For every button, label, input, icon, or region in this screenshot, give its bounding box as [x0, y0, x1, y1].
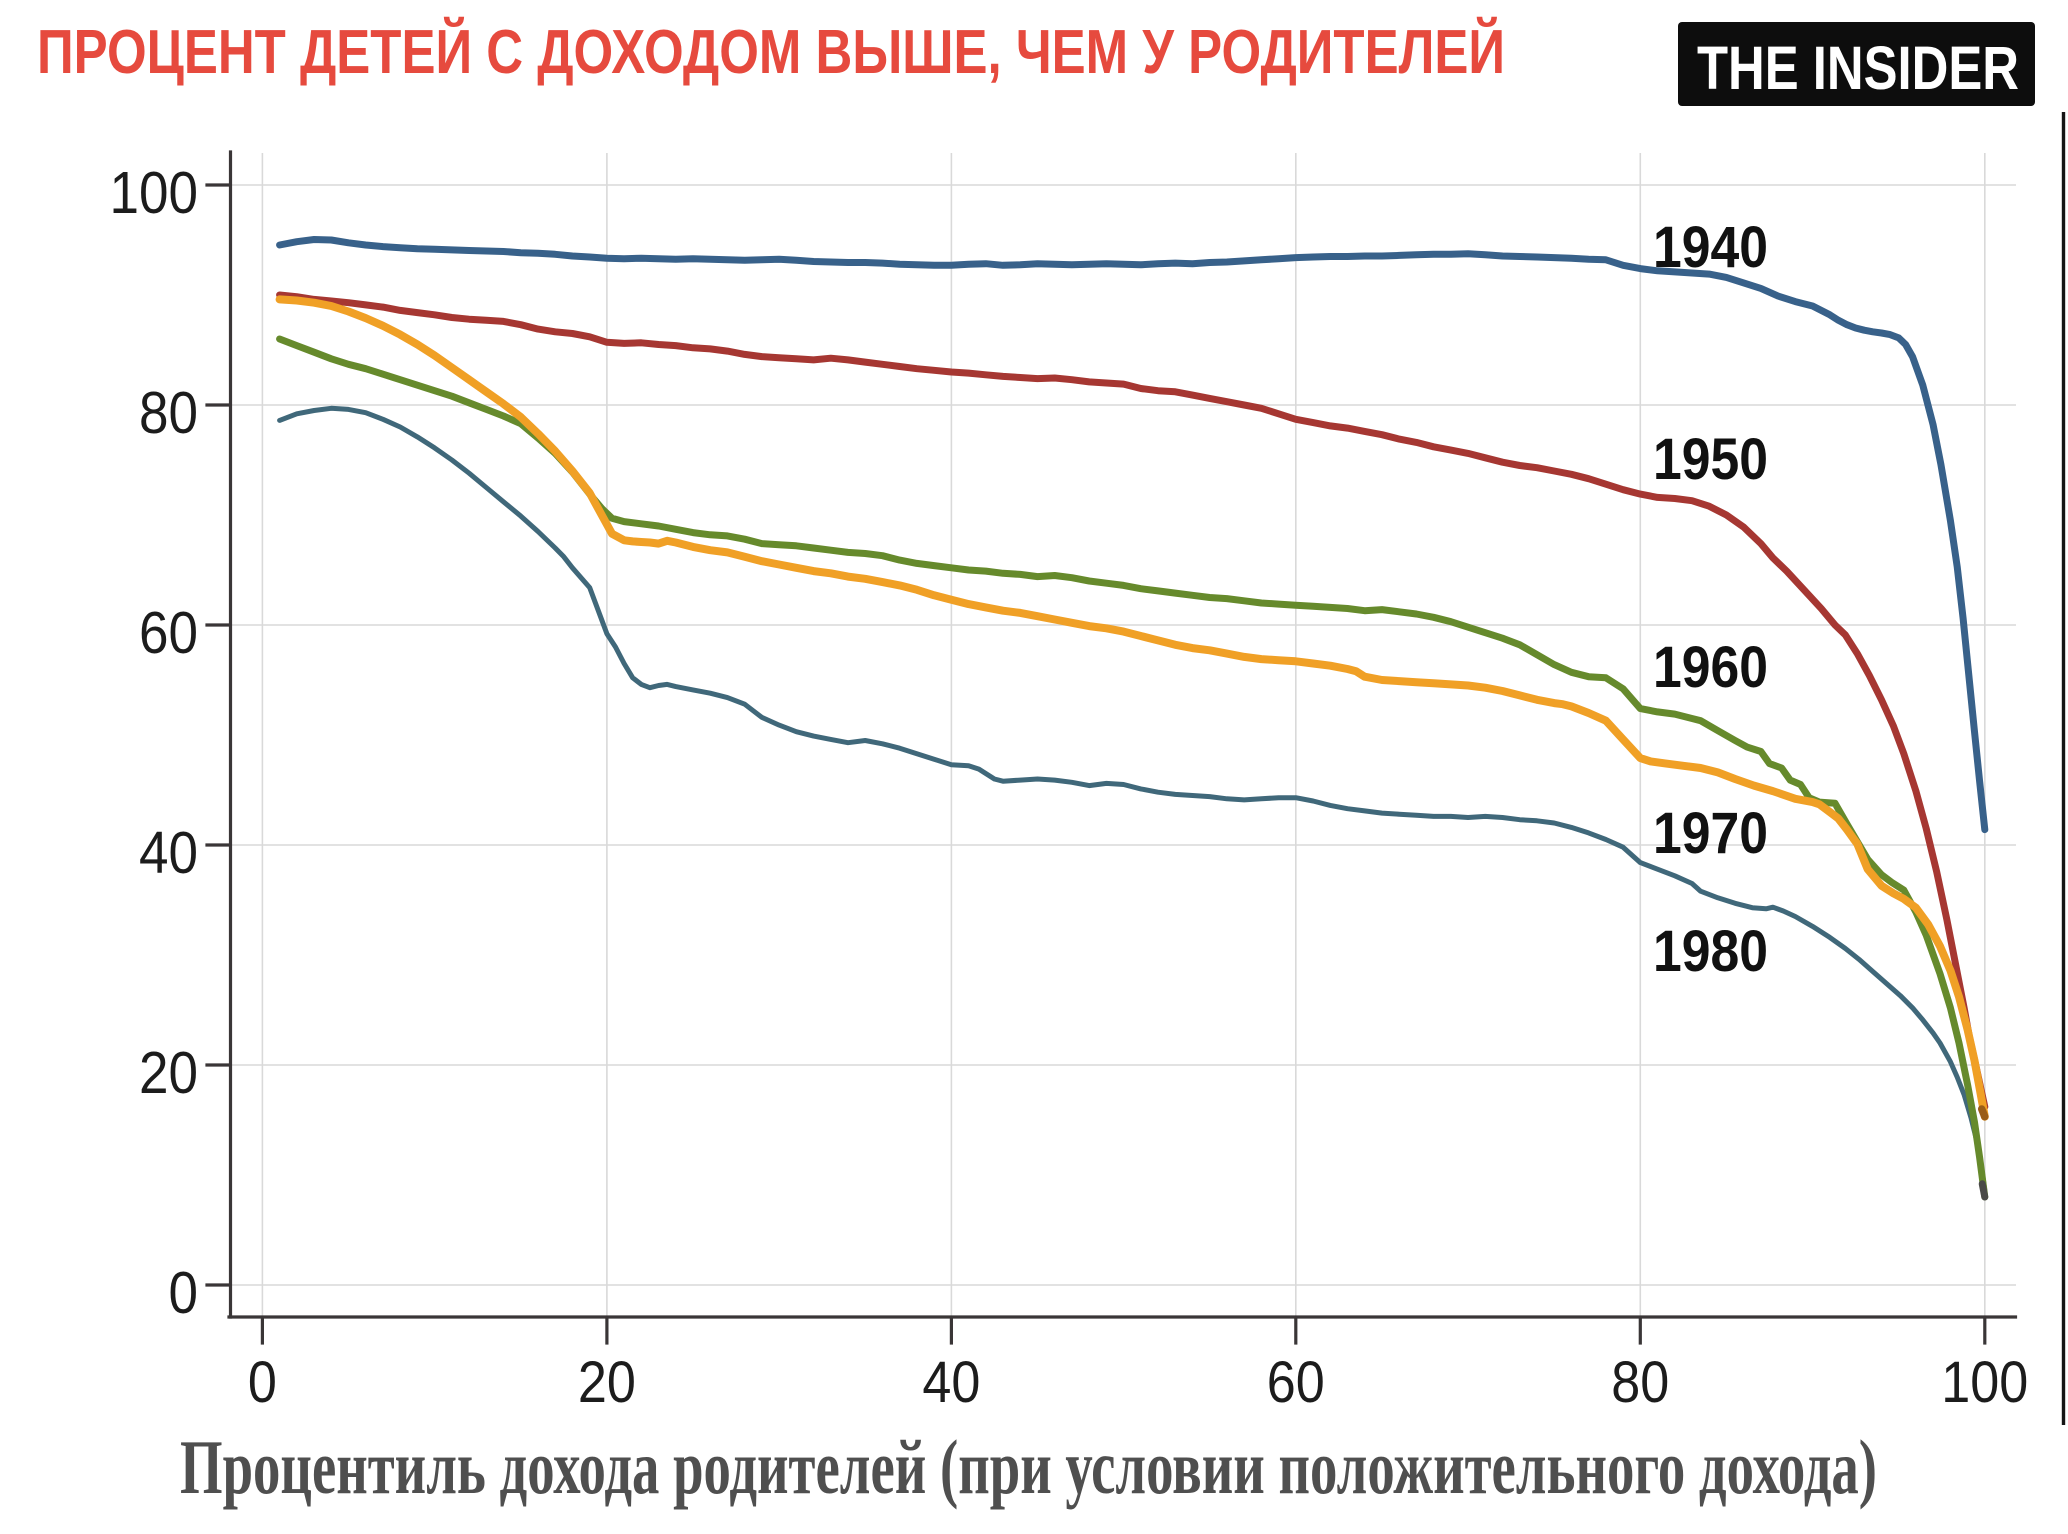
svg-text:1950: 1950 — [1653, 427, 1768, 492]
svg-text:60: 60 — [1267, 1350, 1325, 1415]
svg-text:100: 100 — [1941, 1350, 2028, 1415]
svg-text:1980: 1980 — [1653, 919, 1768, 984]
svg-text:Процентиль дохода родителей (п: Процентиль дохода родителей (при условии… — [180, 1424, 1877, 1510]
svg-text:ПРОЦЕНТ ДЕТЕЙ С ДОХОДОМ ВЫШЕ,: ПРОЦЕНТ ДЕТЕЙ С ДОХОДОМ ВЫШЕ, ЧЕМ У РОДИ… — [37, 17, 1505, 87]
svg-text:1970: 1970 — [1653, 801, 1768, 866]
svg-text:80: 80 — [139, 380, 198, 446]
svg-text:40: 40 — [139, 820, 198, 886]
svg-text:20: 20 — [139, 1040, 198, 1106]
svg-text:60: 60 — [139, 600, 198, 666]
svg-text:100: 100 — [110, 160, 199, 226]
svg-text:20: 20 — [578, 1350, 636, 1415]
svg-text:80: 80 — [1611, 1350, 1669, 1415]
svg-text:0: 0 — [248, 1350, 277, 1415]
svg-text:40: 40 — [922, 1350, 980, 1415]
svg-text:0: 0 — [169, 1260, 199, 1326]
svg-text:1940: 1940 — [1653, 215, 1768, 280]
svg-text:1960: 1960 — [1653, 635, 1768, 700]
svg-text:THE INSIDER: THE INSIDER — [1697, 34, 2019, 102]
